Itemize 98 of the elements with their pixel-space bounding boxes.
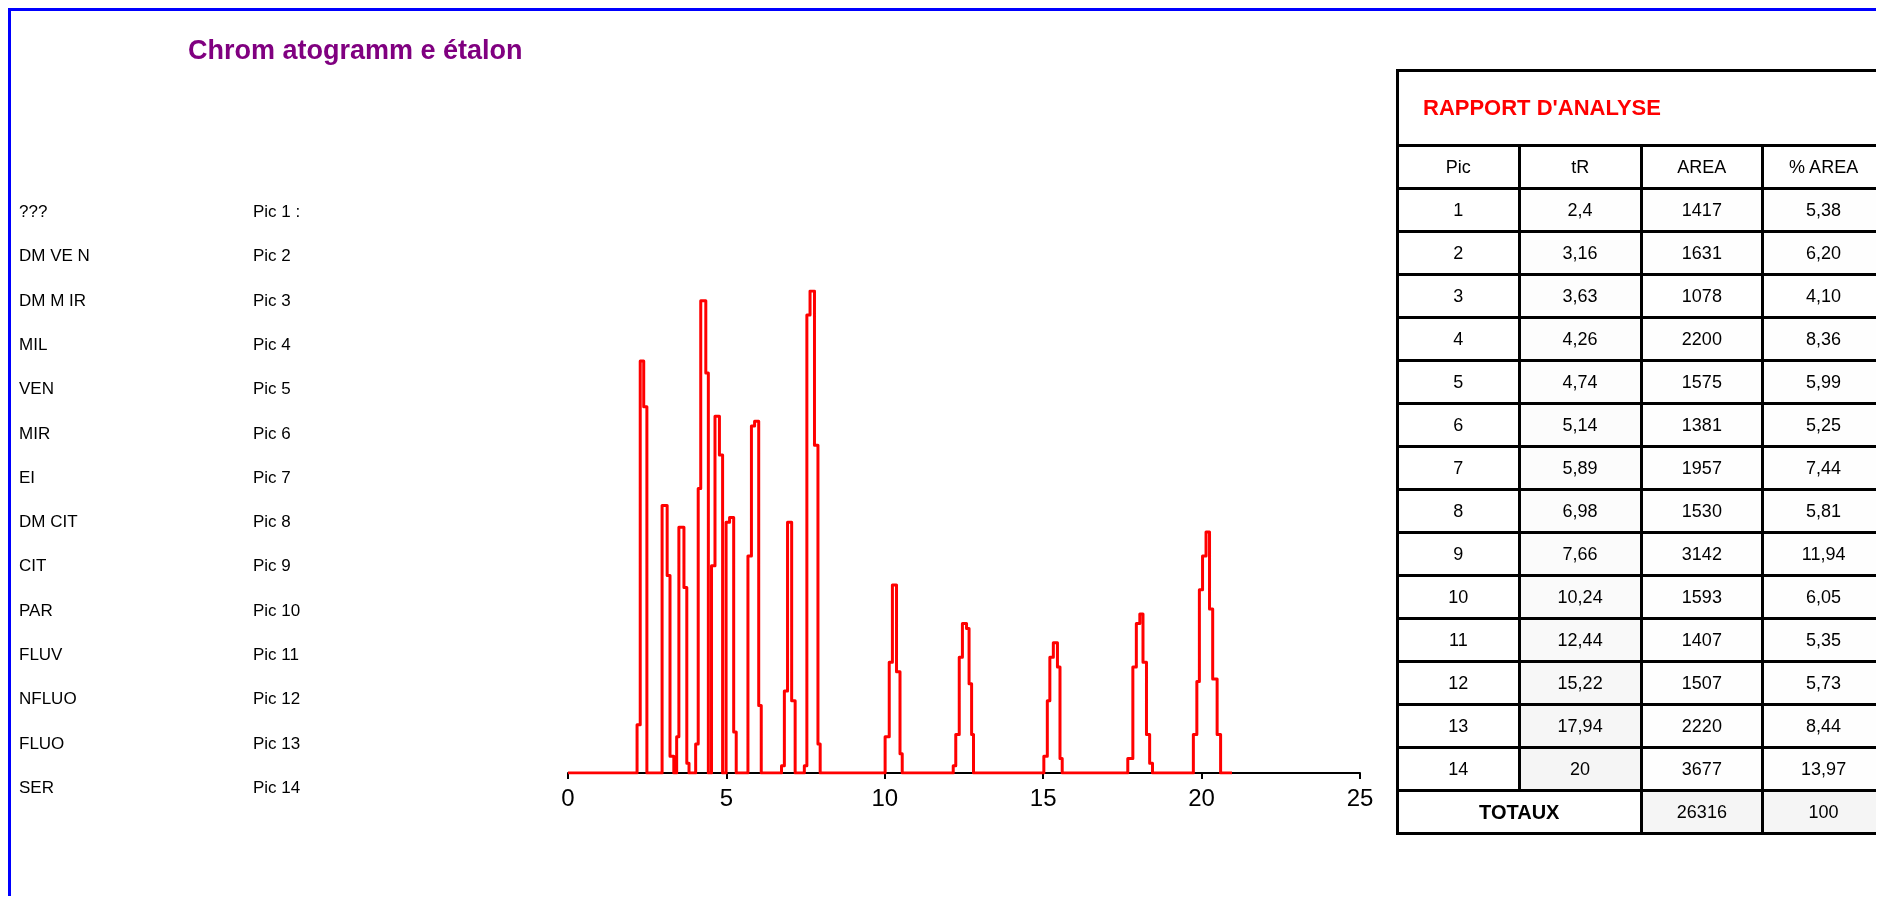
data-label: 2,4 xyxy=(1519,188,1641,232)
text: PAR xyxy=(19,600,53,620)
text: Pic 2 xyxy=(253,246,291,266)
data-label: 5,89 xyxy=(1519,446,1641,490)
data-label: 1575 xyxy=(1641,360,1763,404)
data-label: 1957 xyxy=(1641,446,1763,490)
text: CIT xyxy=(19,556,47,576)
text: Pic 12 xyxy=(253,689,301,709)
data-label: 1593 xyxy=(1641,575,1763,619)
chart-title: RAPPORT D'ANALYSE xyxy=(1422,94,1662,122)
data-label: 3142 xyxy=(1641,532,1763,576)
data-label: 3,63 xyxy=(1519,274,1641,318)
text: SER xyxy=(19,777,54,797)
text: Pic 1 : xyxy=(253,202,301,221)
y-tick-label: 2 xyxy=(1397,231,1520,275)
x-tick-label: AREA xyxy=(1641,145,1763,189)
text: NFLUO xyxy=(19,689,77,709)
x-tick-label: 15 xyxy=(1029,783,1057,811)
text: Pic 13 xyxy=(253,733,301,753)
text: Pic 11 xyxy=(253,645,299,664)
data-label: 6,98 xyxy=(1519,489,1641,533)
text: Pic 14 xyxy=(253,777,301,797)
y-tick-label: 5 xyxy=(1397,360,1520,404)
data-label: 5,14 xyxy=(1519,403,1641,447)
text: EI xyxy=(19,467,36,487)
data-label: 4,74 xyxy=(1519,360,1641,404)
y-tick-label: 11 xyxy=(1397,618,1520,662)
y-tick-label: 9 xyxy=(1397,532,1520,576)
data-label: 5,38 xyxy=(1805,198,1843,222)
data-label: 8,36 xyxy=(1805,327,1843,351)
data-label: 1381 xyxy=(1641,403,1763,447)
y-axis-title: Pic xyxy=(1397,145,1520,189)
x-tick-label: tR xyxy=(1519,145,1641,189)
y-tick-label: 3 xyxy=(1397,274,1520,318)
text: ??? xyxy=(19,202,48,221)
y-tick-label: 7 xyxy=(1397,446,1520,490)
text: VEN xyxy=(19,379,54,399)
text: Pic 7 xyxy=(253,467,291,487)
text: MIR xyxy=(19,423,51,443)
text: DM VE N xyxy=(19,246,90,266)
chart-title: Chrom atogramm e étalon xyxy=(188,34,523,65)
data-label: 1507 xyxy=(1641,661,1763,705)
data-label: 100 xyxy=(1807,800,1840,824)
y-tick-label: TOTAUX xyxy=(1397,790,1641,834)
x-tick-label: 5 xyxy=(719,783,734,811)
data-label: 5,81 xyxy=(1805,499,1843,523)
y-tick-label: 6 xyxy=(1397,403,1520,447)
x-tick-label: 20 xyxy=(1188,783,1215,811)
data-label: 6,05 xyxy=(1805,585,1843,609)
text: Pic 10 xyxy=(253,600,301,620)
data-label: 15,22 xyxy=(1519,661,1641,705)
text: Pic 6 xyxy=(253,423,291,443)
data-label: 2200 xyxy=(1641,317,1763,361)
data-label: 26316 xyxy=(1641,790,1763,834)
data-label: 4,10 xyxy=(1805,284,1843,308)
data-label: 6,20 xyxy=(1805,241,1843,265)
data-label: 1631 xyxy=(1641,231,1763,275)
data-label: 17,94 xyxy=(1519,704,1641,748)
y-tick-label: 13 xyxy=(1397,704,1520,748)
data-label: 7,44 xyxy=(1805,456,1843,480)
data-label: 5,25 xyxy=(1805,413,1843,437)
y-tick-label: 14 xyxy=(1397,747,1520,791)
y-tick-label: 12 xyxy=(1397,661,1520,705)
data-label: 5,99 xyxy=(1805,370,1843,394)
y-tick-label: 1 xyxy=(1397,188,1520,232)
text: FLUO xyxy=(19,733,65,753)
text: DM M IR xyxy=(19,290,87,310)
data-label: 2220 xyxy=(1641,704,1763,748)
x-tick-label: 25 xyxy=(1346,783,1374,811)
data-label: 1407 xyxy=(1641,618,1763,662)
y-tick-label: 8 xyxy=(1397,489,1520,533)
x-tick-label: % AREA xyxy=(1788,155,1860,179)
data-label: 4,26 xyxy=(1519,317,1641,361)
x-tick-label: 10 xyxy=(871,783,899,811)
text: MIL xyxy=(19,334,48,354)
data-label: 11,94 xyxy=(1800,542,1847,566)
data-label: 1078 xyxy=(1641,274,1763,318)
data-label: 12,44 xyxy=(1519,618,1641,662)
data-label: 7,66 xyxy=(1519,532,1641,576)
data-label: 13,97 xyxy=(1800,757,1848,781)
data-label: 5,73 xyxy=(1805,671,1843,695)
text: Pic 4 xyxy=(253,334,291,354)
text: DM CIT xyxy=(19,512,78,532)
x-tick-label: 0 xyxy=(561,783,575,811)
data-label: 3,16 xyxy=(1519,231,1641,275)
text: Pic 5 xyxy=(253,379,291,399)
text: Pic 9 xyxy=(253,556,291,576)
text: Pic 8 xyxy=(253,512,291,532)
text: Pic 3 xyxy=(253,290,291,310)
data-label: 5,35 xyxy=(1805,628,1843,652)
data-label: 8,44 xyxy=(1805,714,1843,738)
data-label: 1417 xyxy=(1641,188,1763,232)
data-label: 1530 xyxy=(1641,489,1763,533)
data-label: 10,24 xyxy=(1519,575,1641,619)
data-label: 3677 xyxy=(1641,747,1763,791)
y-tick-label: 4 xyxy=(1397,317,1520,361)
text: FLUV xyxy=(19,645,64,664)
y-tick-label: 10 xyxy=(1397,575,1520,619)
